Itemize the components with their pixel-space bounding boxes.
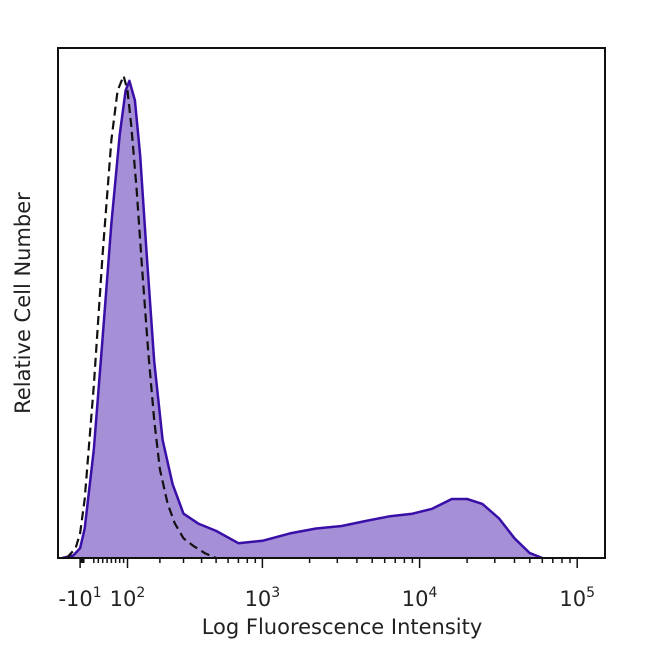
x-tick-label-2: 103 [245, 585, 281, 611]
x-tick-label-0: -101 [58, 585, 101, 611]
series-1-dashed-line [65, 74, 217, 560]
x-axis-label: Log Fluorescence Intensity [202, 615, 483, 639]
x-tick-label-3: 104 [402, 585, 438, 611]
series-layer [62, 74, 543, 560]
series-0-area [62, 80, 543, 559]
y-axis-label: Relative Cell Number [11, 192, 35, 414]
series-0-outline [62, 79, 543, 560]
x-tick-layer: -101 102 103 104 105 [58, 558, 595, 611]
x-tick-label-4: 105 [559, 585, 595, 611]
plot-frame [57, 47, 606, 559]
x-tick-label-1: 102 [110, 585, 146, 611]
